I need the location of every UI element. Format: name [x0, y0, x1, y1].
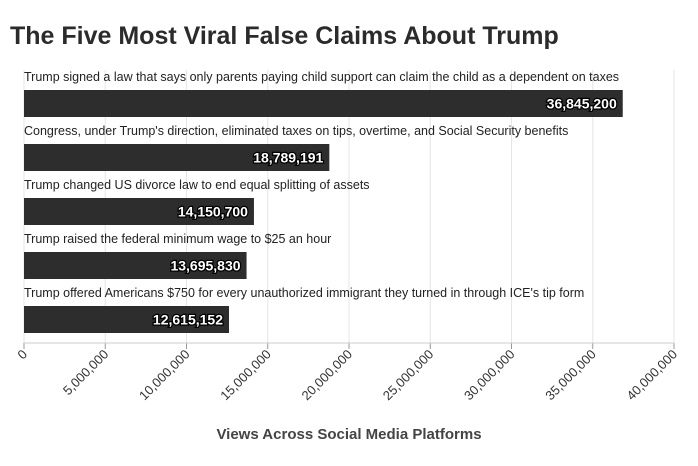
value-label: 12,615,152: [153, 312, 223, 328]
category-label: Trump offered Americans $750 for every u…: [24, 286, 584, 300]
value-label: 13,695,830: [170, 258, 240, 274]
bar: [24, 198, 254, 225]
bar: [24, 90, 623, 117]
bar: [24, 252, 247, 279]
category-label: Trump changed US divorce law to end equa…: [24, 178, 370, 192]
x-tick-label: 40,000,000: [623, 347, 680, 404]
category-label: Congress, under Trump's direction, elimi…: [24, 124, 568, 138]
category-label: Trump raised the federal minimum wage to…: [24, 232, 331, 246]
x-tick-label: 15,000,000: [217, 347, 274, 404]
x-axis-label: Views Across Social Media Platforms: [216, 426, 482, 443]
x-tick-label: 0: [14, 347, 30, 363]
bar: [24, 144, 330, 171]
x-tick-label: 30,000,000: [461, 347, 518, 404]
x-tick-label: 20,000,000: [298, 347, 355, 404]
x-tick-label: 10,000,000: [136, 347, 193, 404]
x-tick-label: 5,000,000: [60, 347, 112, 399]
bars: [24, 90, 623, 333]
bar: [24, 306, 229, 333]
value-labels: 36,845,200 18,789,191 14,150,700 13,695,830…: [152, 94, 619, 329]
category-label: Trump signed a law that says only parent…: [24, 70, 619, 84]
value-label: 36,845,200: [547, 96, 617, 112]
value-label: 18,789,191: [253, 150, 323, 166]
category-labels: Trump signed a law that says only parent…: [24, 70, 619, 300]
chart-title: The Five Most Viral False Claims About T…: [10, 22, 559, 50]
x-tick-label: 35,000,000: [542, 347, 599, 404]
x-axis-ticks: 0 5,000,000 10,000,000 15,000,000 20,000,000…: [14, 342, 680, 404]
value-label: 14,150,700: [178, 204, 248, 220]
x-tick-label: 25,000,000: [380, 347, 437, 404]
